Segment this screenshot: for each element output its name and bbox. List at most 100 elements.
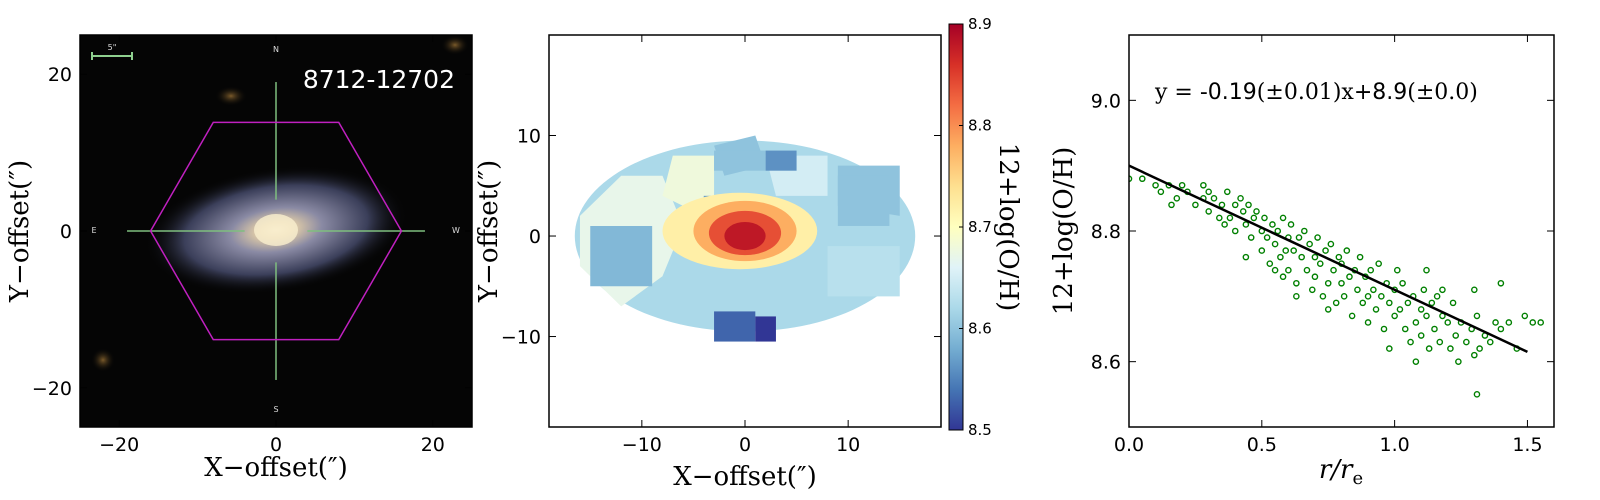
colorbar-tick-label: 8.5 [968, 421, 992, 439]
scatter-point [1261, 214, 1268, 222]
map-x-tick-label: 0 [739, 434, 751, 456]
scatter-x-tick-label: 1.0 [1380, 434, 1410, 456]
scatter-point [1173, 195, 1181, 202]
scatter-point [1293, 279, 1300, 287]
scatter-y-axis-label: 12+log(O/H) [1049, 147, 1079, 316]
scatter-point [1231, 201, 1239, 209]
scatter-point [1497, 325, 1505, 333]
panel-map: −10 0 10 −10 0 10 X−offset(″) Y−offset(″) 8.… [474, 15, 1023, 492]
scatter-point [1407, 338, 1414, 346]
scatter-point [1486, 338, 1494, 346]
scatter-y-tick-label: 8.6 [1091, 352, 1121, 374]
scatter-point [1417, 332, 1425, 339]
scatter-y-tick-label: 8.8 [1091, 221, 1121, 243]
scatter-point [1271, 266, 1279, 274]
map-y-ticks: −10 0 10 [501, 126, 941, 349]
scatter-point [1322, 247, 1329, 254]
scatter-x-tick-label: 0.0 [1114, 434, 1144, 456]
scatter-x-ticks: 0.0 0.5 1.0 1.5 [1114, 35, 1543, 456]
map-region [590, 225, 653, 287]
scatter-point [1327, 240, 1335, 248]
scatter-point [1476, 345, 1483, 352]
scatter-point [1138, 175, 1146, 183]
background-source [215, 86, 247, 106]
image-y-axis-label: Y−offset(″) [5, 160, 35, 303]
scatter-point [1242, 221, 1250, 228]
scatter-point [1210, 195, 1218, 202]
fit-intercept-error: ±0.0 [1416, 80, 1469, 105]
map-x-ticks: −10 0 10 [622, 35, 860, 456]
scatter-point [1372, 306, 1380, 313]
scatter-point [1439, 286, 1446, 294]
plate-ifu-label: 8712-12702 [303, 65, 455, 94]
map-y-tick-label: 10 [517, 126, 541, 148]
image-x-axis-label: X−offset(″) [204, 453, 348, 483]
scatter-point [1324, 306, 1332, 313]
scatter-point [1319, 293, 1327, 300]
scatter-point [1386, 299, 1393, 307]
scatter-point [1364, 319, 1372, 326]
scatter-point [1521, 312, 1529, 320]
scatter-point [1221, 221, 1228, 228]
fit-line [1128, 164, 1528, 353]
scatter-point [1247, 234, 1255, 241]
panel-scatter: 0.0 0.5 1.0 1.5 8.6 8.8 9.0 y = -0.19(±0.01)x… [1049, 34, 1555, 489]
ifu-hexagon [149, 121, 403, 341]
scatter-point [1433, 293, 1441, 300]
scatter-point [1332, 299, 1340, 307]
scatter-point [1393, 266, 1401, 274]
scatter-point [1473, 391, 1481, 398]
scatter-point [1380, 325, 1388, 333]
scatter-point [1447, 345, 1454, 352]
image-x-tick-label: 20 [421, 434, 445, 456]
scatter-point [1396, 306, 1404, 313]
colorbar-label: 12+log(O/H) [993, 143, 1023, 312]
scatter-point [1253, 208, 1260, 215]
scatter-y-tick-label: 9.0 [1091, 90, 1121, 112]
map-y-tick-label: −10 [501, 327, 541, 349]
scatter-point [1218, 201, 1226, 209]
scatter-point [1157, 188, 1165, 196]
scatter-point [1367, 266, 1375, 274]
scatter-point [1306, 240, 1313, 248]
scatter-point [1330, 266, 1337, 274]
scatter-point [1269, 221, 1276, 228]
image-x-tick-label: 0 [270, 434, 282, 456]
scatter-point [1455, 358, 1462, 365]
scatter-point [1258, 247, 1266, 254]
fit-annotation: y = -0.19(±0.01)x+8.9(±0.0) [1154, 80, 1478, 105]
scatter-point [1231, 227, 1239, 235]
image-y-ticks: −20 0 20 [32, 64, 472, 400]
scatter-point [1205, 188, 1212, 196]
scatter-point [1436, 338, 1444, 346]
scatter-point [1314, 234, 1321, 241]
compass-west: W [452, 226, 460, 235]
compass-east: E [91, 226, 96, 235]
scatter-background [1129, 35, 1554, 427]
scatter-point [1386, 345, 1393, 352]
scatter-point [1497, 279, 1505, 287]
colorbar-tick-label: 8.9 [968, 15, 992, 33]
scatter-point [1290, 247, 1297, 254]
map-x-axis-label: X−offset(″) [673, 462, 817, 492]
fit-prefix: y = [1154, 80, 1200, 105]
scatter-point [1271, 240, 1279, 248]
scatter-point [1242, 253, 1250, 261]
scatter-point [1399, 279, 1406, 287]
scatter-point [1471, 351, 1478, 359]
scatter-point [1343, 247, 1351, 254]
scatter-point [1423, 266, 1430, 274]
map-region [662, 155, 715, 206]
compass-north: N [273, 45, 279, 54]
scatter-point [1404, 299, 1412, 307]
image-y-tick-label: 0 [60, 221, 72, 243]
scatter-point [1335, 253, 1343, 261]
scatter-point [1401, 325, 1409, 333]
scatter-point [1346, 273, 1353, 281]
fit-intercept: +8.9 [1354, 80, 1407, 105]
scatter-point [1316, 260, 1324, 267]
scatter-point [1428, 299, 1436, 307]
scatter-x-tick-label: 1.5 [1512, 434, 1542, 456]
map-region [724, 221, 766, 251]
